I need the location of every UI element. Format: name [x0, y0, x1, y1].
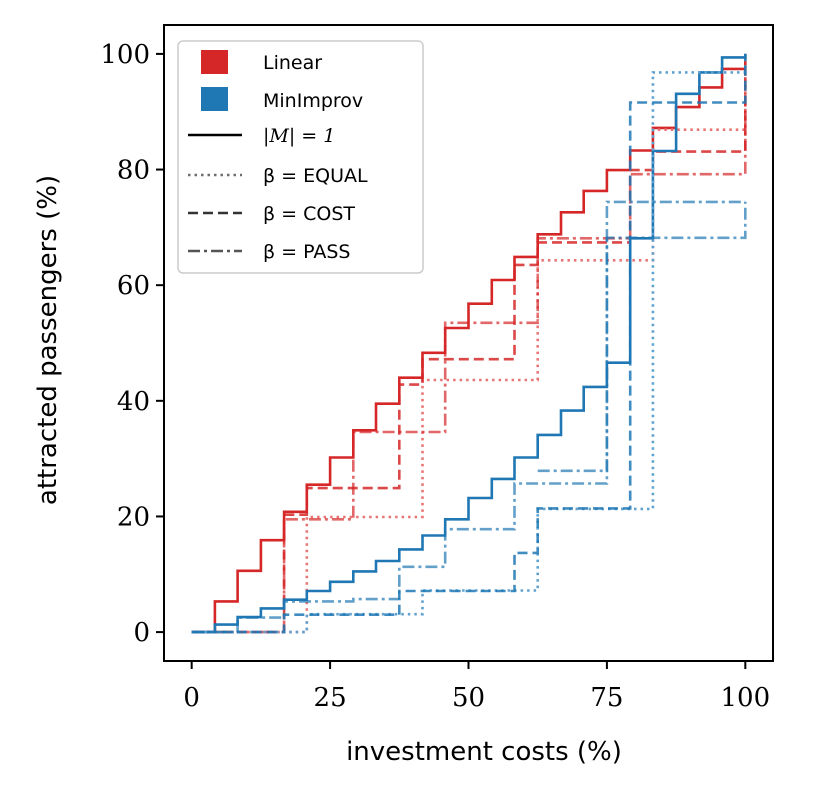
series-line-8 — [537, 200, 746, 473]
legend-label-cost: β = COST — [263, 203, 355, 225]
y-tick-label: 80 — [117, 156, 150, 186]
y-tick-label: 20 — [117, 502, 150, 532]
legend-label-linear: Linear — [263, 52, 322, 74]
x-axis-title: investment costs (%) — [346, 737, 622, 767]
x-axis-ticks: 0 25 50 75 100 — [183, 661, 770, 713]
series-line-0 — [191, 53, 747, 634]
x-tick-label: 50 — [452, 683, 485, 713]
series-line-3 — [191, 77, 747, 634]
legend-label-pass: β = PASS — [263, 241, 351, 263]
legend-label-equal: β = EQUAL — [263, 165, 368, 187]
plot-area — [191, 53, 747, 634]
series-line-1 — [191, 71, 747, 634]
x-tick-label: 25 — [314, 683, 347, 713]
y-tick-label: 0 — [133, 618, 150, 648]
legend: Linear MinImprov |M| = 1 β = EQUAL β = C… — [177, 40, 424, 274]
legend-label-m1: |M| = 1 — [263, 125, 335, 147]
y-tick-label: 100 — [100, 40, 150, 70]
y-axis-ticks: 0 20 40 60 80 100 — [100, 40, 164, 648]
legend-box — [177, 40, 424, 274]
y-axis-title: attracted passengers (%) — [33, 175, 63, 505]
x-tick-label: 0 — [183, 683, 200, 713]
y-tick-label: 60 — [117, 271, 150, 301]
legend-swatch-linear — [201, 50, 228, 74]
series-layer — [191, 53, 747, 634]
y-tick-label: 40 — [117, 387, 150, 417]
legend-swatch-minimprov — [201, 87, 228, 111]
legend-label-minimprov: MinImprov — [263, 90, 363, 112]
x-tick-label: 75 — [590, 683, 623, 713]
x-tick-label: 100 — [720, 683, 770, 713]
series-line-4 — [191, 53, 747, 634]
